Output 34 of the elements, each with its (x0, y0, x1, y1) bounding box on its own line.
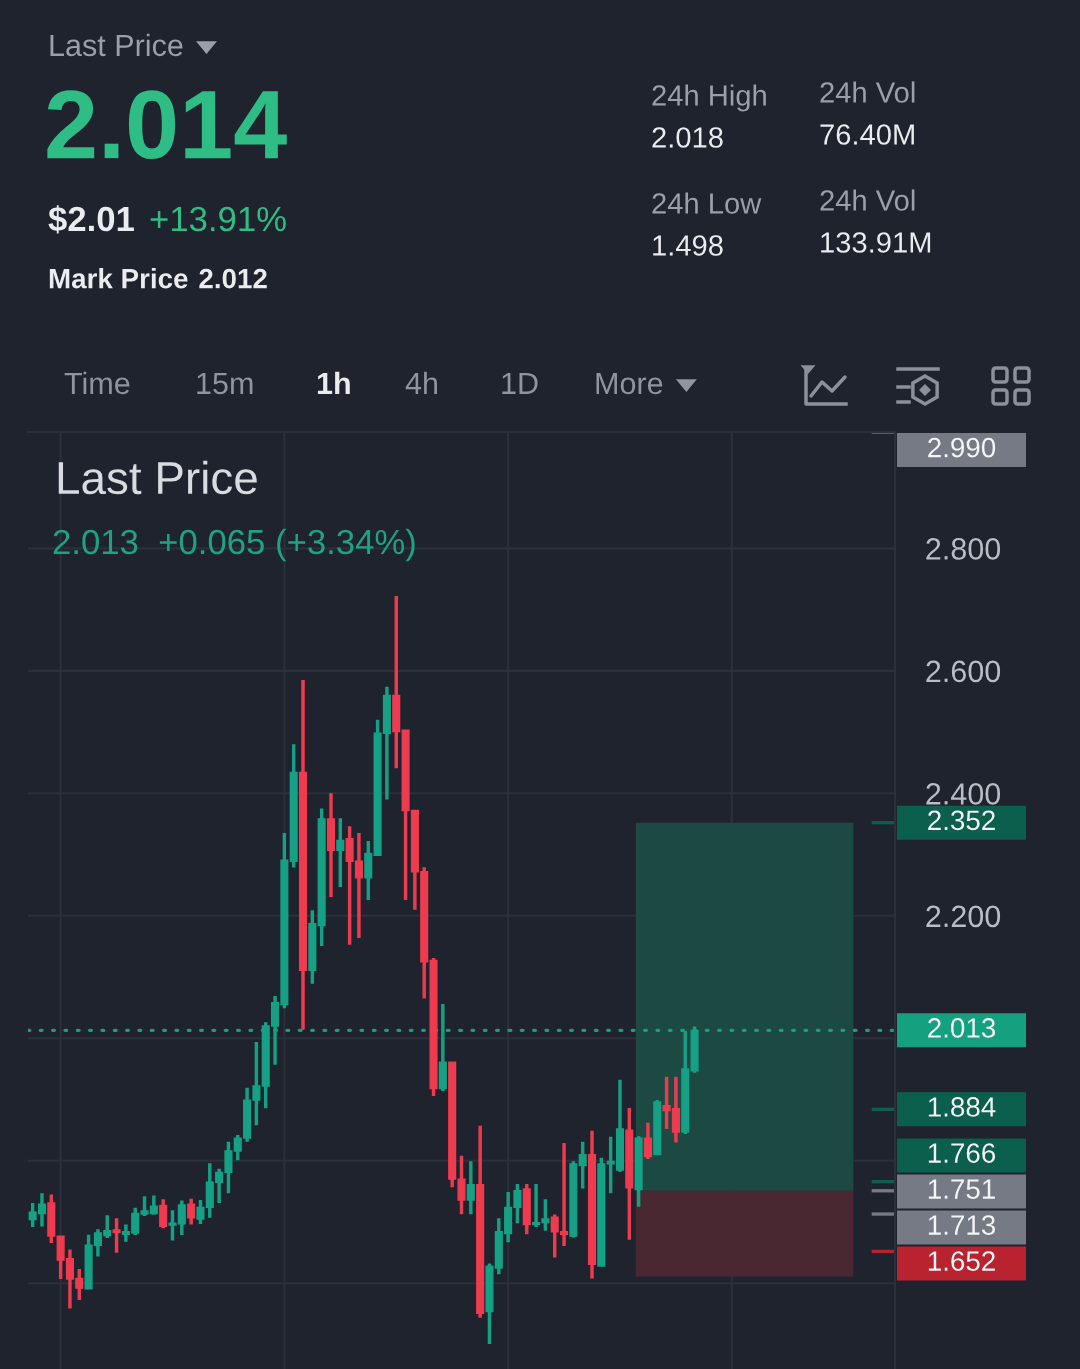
ref-line-label: 1.652 (928, 1251, 995, 1271)
text: 4h (405, 371, 437, 394)
text: 133.91M (821, 232, 931, 253)
text: +13.91% (150, 206, 286, 232)
text: Time (64, 371, 130, 395)
text: Mark Price (49, 268, 188, 289)
ref-line-label: 2.990 (928, 437, 996, 458)
text: 2.018 (652, 127, 723, 148)
y-tick-label: 2.600 (926, 660, 1001, 683)
text: 24h Vol (820, 81, 915, 103)
text: 2.012 (199, 268, 267, 289)
text: Last Price (50, 33, 183, 57)
ref-line-label: 2.013 (928, 1018, 996, 1038)
chart-title: Last Price (58, 460, 257, 495)
y-tick-label: 2.200 (926, 905, 1001, 928)
text: 24h Vol (820, 189, 915, 211)
ref-line-label: 2.352 (928, 810, 995, 831)
ref-line-label: 1.884 (928, 1097, 996, 1117)
y-tick-label: 2.800 (926, 538, 1001, 560)
text: $2.01 (48, 205, 134, 234)
ref-line-label: 1.751 (928, 1179, 995, 1199)
ref-line-label: 1.713 (928, 1215, 996, 1235)
y-tick-label: 2.400 (926, 783, 1001, 805)
text: 24h High (652, 84, 766, 112)
text: 76.40M (820, 124, 914, 145)
text: 2.013 +0.065 (+3.34%) (53, 528, 415, 562)
text: 1.498 (653, 235, 723, 256)
text: 2.014 (47, 90, 287, 160)
legend-label: 1.766 (928, 1143, 996, 1163)
text: 24h Low (652, 192, 762, 214)
text: More (596, 372, 663, 395)
text: 1h (317, 371, 350, 394)
text: 15m (197, 372, 253, 395)
text: 1D (502, 372, 538, 394)
